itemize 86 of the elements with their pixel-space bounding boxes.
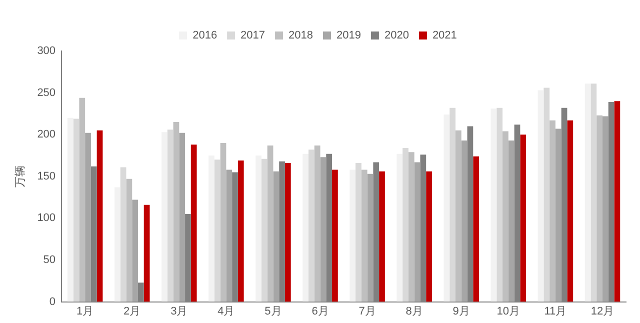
legend-label: 2020 — [384, 30, 409, 42]
x-tick-label: 4月 — [218, 305, 235, 318]
bar — [256, 156, 262, 302]
legend-label: 2019 — [336, 30, 361, 42]
bar — [261, 158, 268, 302]
x-tick-label: 9月 — [452, 305, 470, 318]
y-tick-label: 50 — [43, 254, 56, 266]
bar — [356, 163, 362, 302]
bar — [596, 115, 602, 302]
legend-label: 2017 — [240, 30, 266, 42]
bar — [114, 187, 120, 302]
bar — [238, 160, 244, 302]
bar — [496, 108, 503, 302]
bar — [350, 170, 356, 302]
bar — [567, 120, 574, 302]
x-tick-label: 1月 — [76, 305, 94, 318]
bar — [538, 90, 544, 302]
y-tick-label: 0 — [49, 296, 56, 308]
bar — [267, 145, 274, 302]
bar — [402, 148, 408, 302]
bar — [379, 171, 385, 302]
bar — [426, 171, 432, 302]
legend-label: 2018 — [288, 30, 314, 42]
y-tick-label: 300 — [37, 45, 56, 58]
y-tick-label: 200 — [37, 128, 56, 141]
bar — [67, 118, 74, 302]
bar — [167, 130, 174, 302]
bar — [273, 171, 280, 302]
bar — [120, 167, 126, 302]
bar — [367, 174, 374, 302]
bar — [314, 145, 320, 302]
y-tick-label: 150 — [37, 170, 56, 182]
bar — [214, 160, 220, 302]
bar — [544, 88, 550, 302]
x-tick-label: 8月 — [406, 305, 423, 318]
bar — [73, 118, 80, 302]
bar — [190, 144, 197, 302]
bar — [584, 84, 591, 302]
bar — [132, 200, 138, 302]
bar — [450, 108, 456, 302]
bar — [361, 170, 368, 302]
bar — [590, 84, 597, 302]
legend-label: 2021 — [432, 30, 457, 42]
bar — [173, 122, 180, 302]
bar — [79, 98, 86, 302]
bar — [408, 152, 414, 302]
bar — [96, 130, 103, 302]
bar — [332, 170, 338, 302]
bar — [490, 108, 497, 302]
bar — [144, 204, 150, 302]
x-tick-label: 10月 — [496, 305, 520, 318]
x-tick-label: 6月 — [312, 305, 329, 318]
bar — [602, 116, 608, 302]
legend-label: 2016 — [192, 30, 218, 42]
bar — [320, 157, 326, 302]
bar — [444, 114, 450, 302]
bar — [396, 154, 403, 302]
bar — [85, 132, 91, 302]
y-axis-title: 万辆 — [14, 165, 27, 188]
bar — [208, 156, 214, 302]
bar — [520, 134, 526, 302]
bar — [220, 142, 226, 302]
bar — [555, 128, 562, 302]
y-tick-label: 250 — [37, 86, 56, 99]
bar — [550, 120, 556, 302]
bar — [455, 130, 462, 302]
bar — [473, 156, 480, 302]
bar — [179, 132, 186, 302]
bar — [162, 132, 168, 302]
x-tick-label: 12月 — [590, 305, 614, 318]
bar — [508, 140, 514, 302]
bar — [226, 170, 232, 302]
x-tick-label: 7月 — [358, 305, 376, 318]
bar — [461, 140, 468, 302]
x-tick-label: 2月 — [124, 305, 141, 318]
bar — [308, 150, 314, 302]
x-tick-label: 5月 — [264, 305, 282, 318]
y-tick-label: 100 — [37, 212, 56, 224]
x-tick-label: 3月 — [170, 305, 188, 318]
bar — [414, 162, 420, 302]
bar — [284, 163, 291, 302]
bar — [614, 101, 620, 302]
bar — [126, 178, 132, 302]
bar — [502, 131, 508, 302]
x-tick-label: 11月 — [544, 305, 567, 318]
bar — [302, 154, 308, 302]
